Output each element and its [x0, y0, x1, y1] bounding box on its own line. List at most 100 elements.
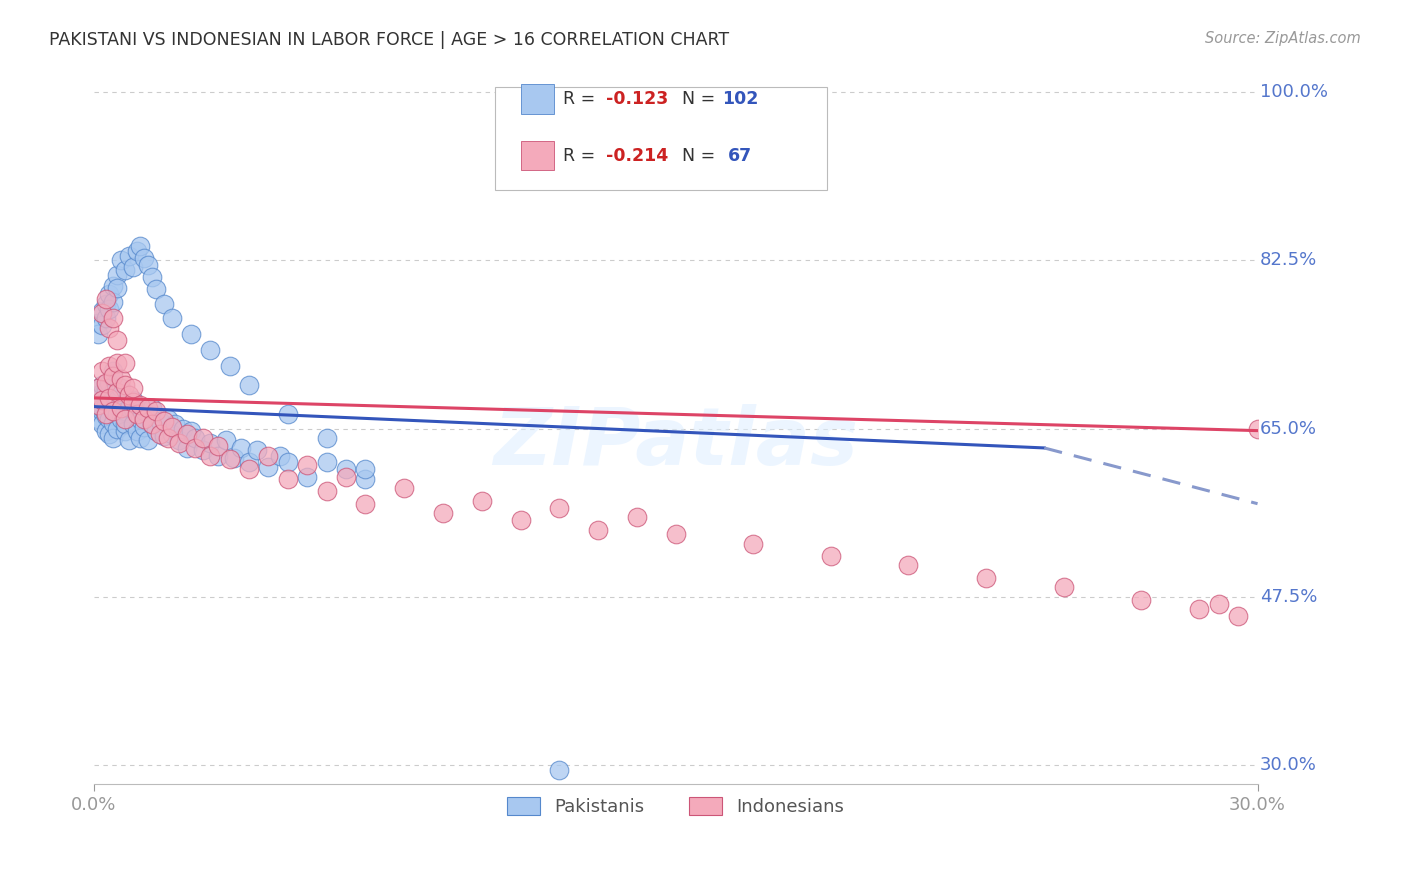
- Point: [136, 434, 159, 448]
- Point: [98, 390, 121, 404]
- Point: [121, 417, 143, 431]
- Point: [134, 404, 156, 418]
- Point: [145, 282, 167, 296]
- Point: [335, 462, 357, 476]
- Point: [257, 449, 280, 463]
- Point: [90, 417, 112, 431]
- Point: [129, 412, 152, 426]
- Point: [471, 493, 494, 508]
- Point: [238, 455, 260, 469]
- Point: [207, 439, 229, 453]
- Point: [238, 378, 260, 392]
- Point: [176, 426, 198, 441]
- Point: [354, 472, 377, 486]
- Point: [152, 429, 174, 443]
- Point: [215, 434, 238, 448]
- Text: N =: N =: [682, 146, 720, 164]
- Point: [87, 388, 110, 402]
- Point: [160, 426, 183, 441]
- Point: [184, 441, 207, 455]
- Point: [118, 249, 141, 263]
- Point: [354, 497, 377, 511]
- Point: [145, 404, 167, 418]
- Point: [200, 343, 222, 357]
- Point: [94, 383, 117, 397]
- Point: [180, 424, 202, 438]
- Point: [110, 253, 132, 268]
- Point: [105, 392, 128, 407]
- Point: [110, 401, 132, 415]
- Point: [87, 402, 110, 417]
- Point: [152, 414, 174, 428]
- Point: [297, 470, 319, 484]
- Point: [149, 414, 172, 428]
- Point: [742, 537, 765, 551]
- Text: 100.0%: 100.0%: [1260, 83, 1327, 101]
- Point: [548, 763, 571, 777]
- Point: [1052, 580, 1074, 594]
- Point: [125, 407, 148, 421]
- Point: [257, 460, 280, 475]
- Text: 67: 67: [728, 146, 752, 164]
- Point: [90, 364, 112, 378]
- Point: [121, 260, 143, 275]
- Point: [103, 364, 125, 378]
- Point: [165, 417, 187, 431]
- FancyBboxPatch shape: [522, 141, 554, 170]
- Point: [200, 449, 222, 463]
- Point: [90, 404, 112, 418]
- FancyBboxPatch shape: [522, 85, 554, 114]
- Point: [118, 434, 141, 448]
- Point: [134, 412, 156, 426]
- Point: [121, 392, 143, 407]
- Point: [105, 281, 128, 295]
- Point: [141, 417, 163, 431]
- Point: [125, 407, 148, 421]
- Point: [277, 472, 299, 486]
- Point: [103, 385, 125, 400]
- Text: 82.5%: 82.5%: [1260, 252, 1317, 269]
- Point: [87, 381, 110, 395]
- Point: [191, 442, 214, 457]
- Point: [820, 549, 842, 563]
- Point: [354, 462, 377, 476]
- Text: 47.5%: 47.5%: [1260, 588, 1317, 606]
- Point: [105, 422, 128, 436]
- Text: 65.0%: 65.0%: [1260, 420, 1317, 438]
- Point: [103, 401, 125, 416]
- Point: [626, 510, 648, 524]
- Point: [1130, 592, 1153, 607]
- Point: [974, 571, 997, 585]
- Point: [335, 470, 357, 484]
- Point: [297, 458, 319, 473]
- Point: [98, 359, 121, 374]
- Point: [110, 412, 132, 426]
- Point: [94, 424, 117, 438]
- Point: [114, 263, 136, 277]
- Point: [160, 311, 183, 326]
- Point: [167, 434, 190, 448]
- Point: [141, 401, 163, 415]
- Point: [125, 424, 148, 438]
- Text: ZIPatlas: ZIPatlas: [494, 404, 858, 482]
- Point: [94, 398, 117, 412]
- Point: [105, 407, 128, 421]
- Point: [145, 424, 167, 438]
- Point: [246, 442, 269, 457]
- Point: [94, 296, 117, 310]
- Point: [180, 327, 202, 342]
- Legend: Pakistanis, Indonesians: Pakistanis, Indonesians: [498, 789, 853, 825]
- Point: [129, 431, 152, 445]
- Text: -0.123: -0.123: [606, 90, 668, 108]
- Point: [110, 381, 132, 395]
- Point: [277, 407, 299, 421]
- Text: 102: 102: [723, 90, 759, 108]
- Point: [105, 333, 128, 347]
- Point: [207, 449, 229, 463]
- Point: [98, 426, 121, 441]
- Point: [90, 392, 112, 407]
- Text: -0.214: -0.214: [606, 146, 668, 164]
- Point: [94, 407, 117, 421]
- Point: [141, 269, 163, 284]
- Point: [94, 376, 117, 390]
